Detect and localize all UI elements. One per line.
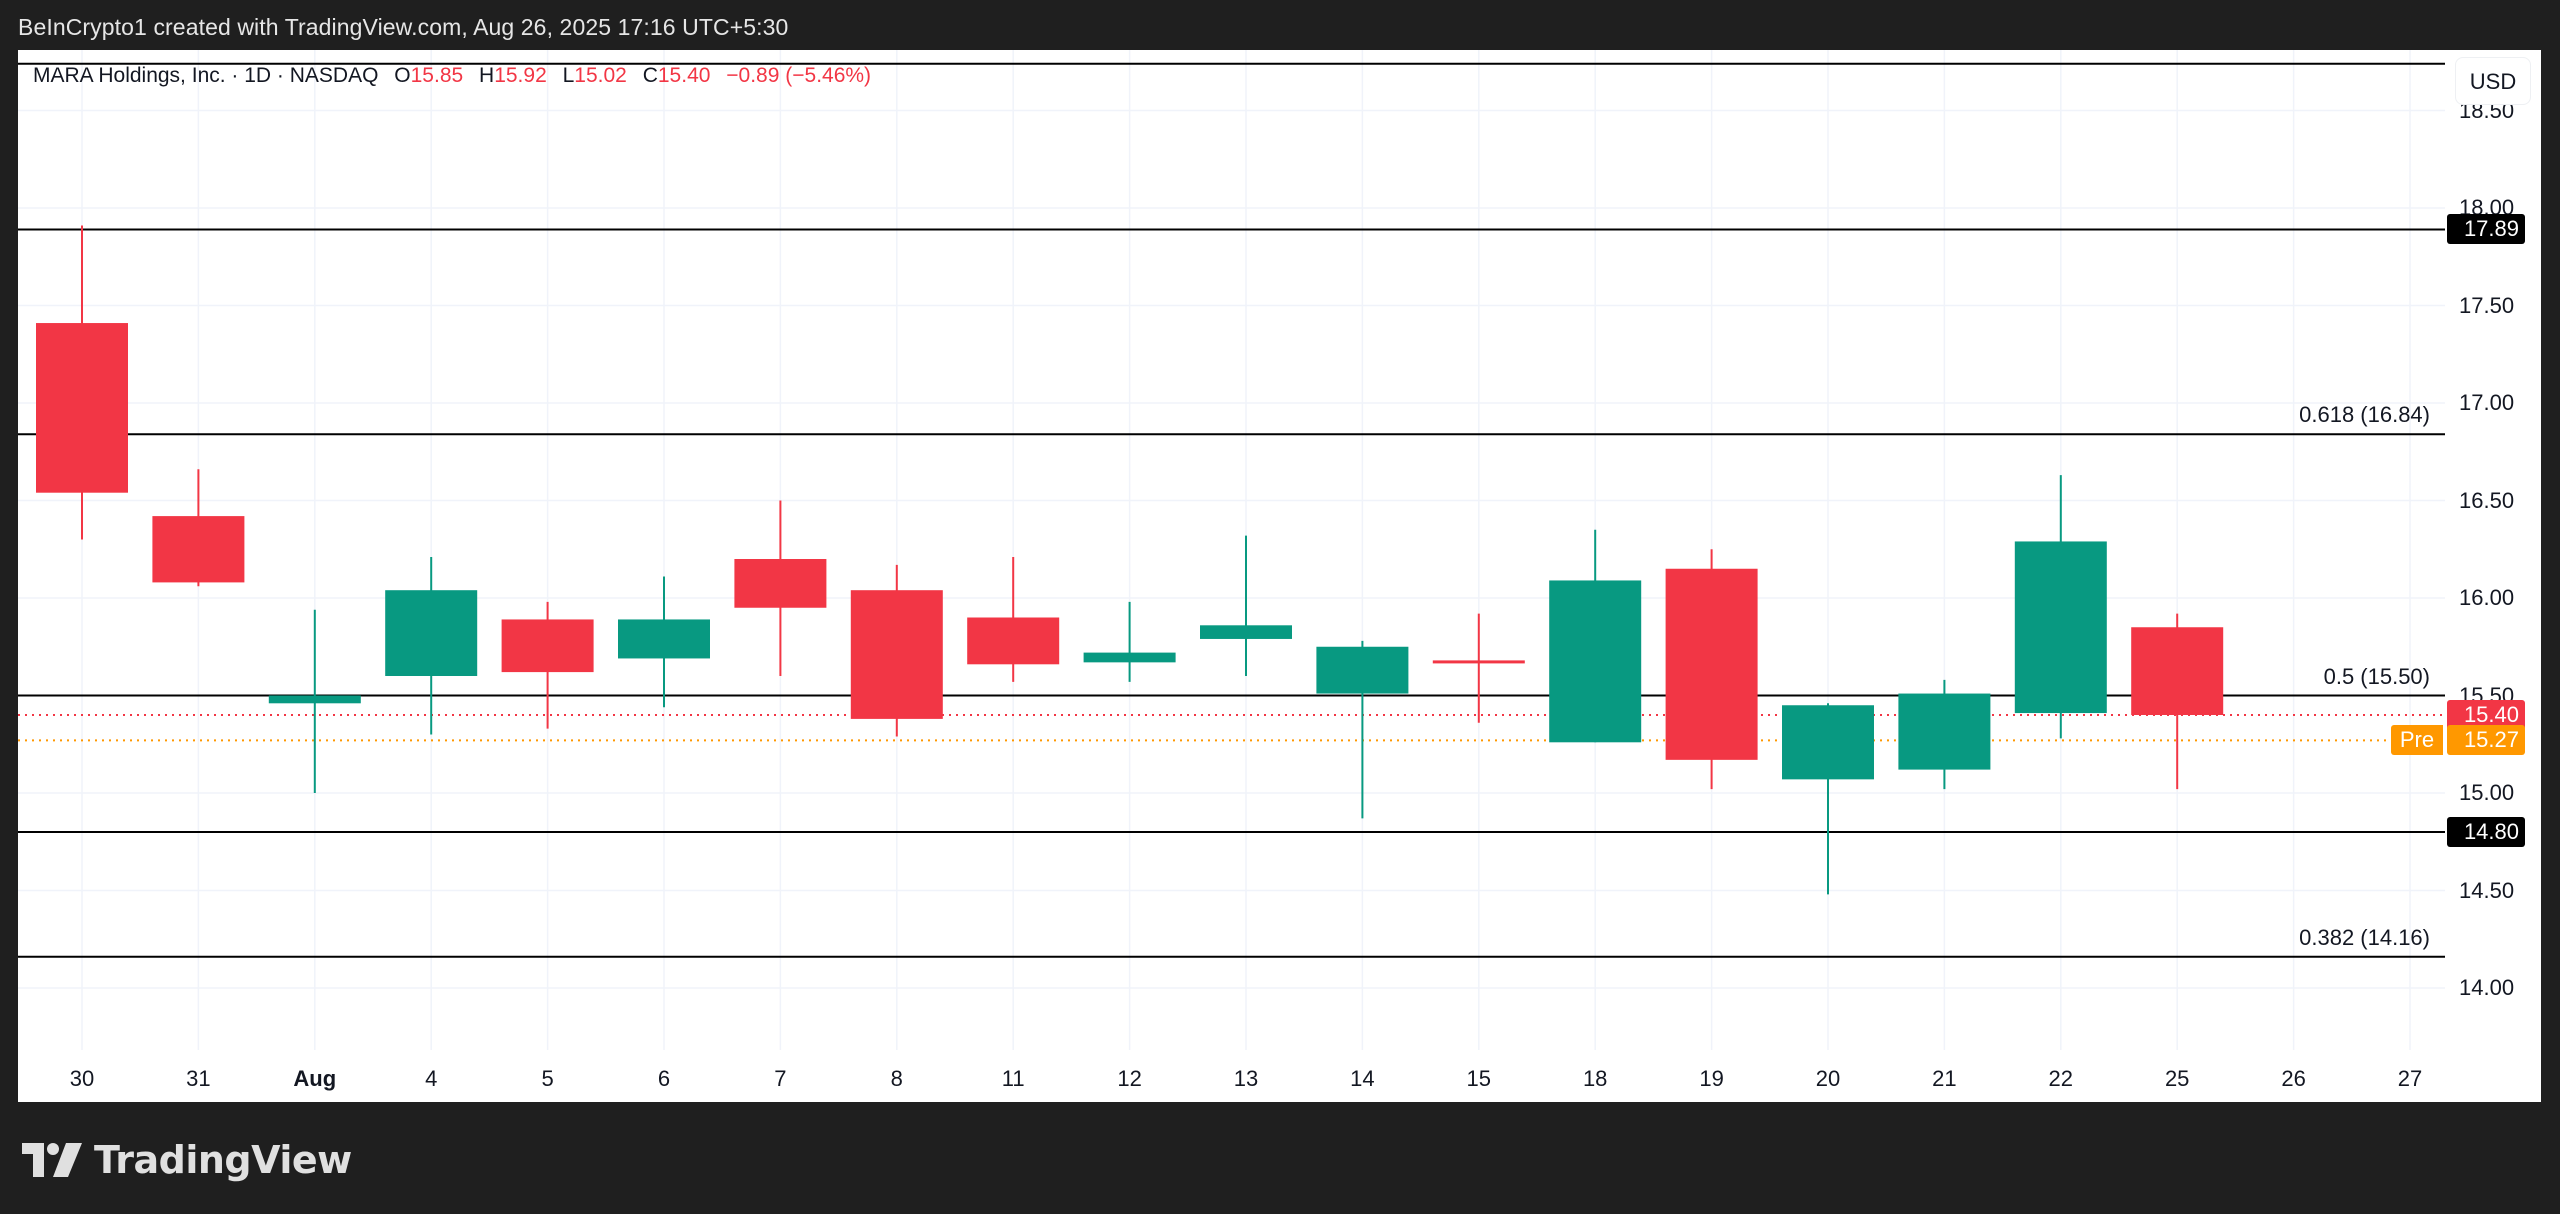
price-tick-label: 17.00: [2459, 390, 2515, 415]
candle-body: [2131, 627, 2224, 715]
time-tick-label: Aug: [293, 1066, 337, 1091]
currency-button[interactable]: USD: [2455, 57, 2531, 105]
candle-body: [1898, 693, 1991, 770]
time-tick-label: 5: [541, 1066, 554, 1091]
time-tick-label: 31: [186, 1066, 211, 1091]
time-tick-label: 7: [774, 1066, 787, 1091]
high-value: 15.92: [494, 64, 547, 87]
fib-level-label: 0.382 (14.16): [2299, 924, 2430, 950]
time-tick-label: 4: [425, 1066, 438, 1091]
candle-body: [1549, 580, 1642, 743]
candle-body: [1083, 652, 1176, 663]
open-label: O: [394, 64, 411, 87]
plot-area[interactable]: 0.618 (16.84) 0.5 (15.50) 0.382 (14.16): [18, 50, 2445, 1050]
candle-body: [967, 617, 1060, 665]
candle-body: [501, 619, 594, 673]
low-label: L: [562, 64, 575, 87]
candle-body: [1316, 646, 1409, 694]
premarket-label: Pre: [2391, 725, 2443, 756]
candle-body: [152, 516, 245, 583]
price-scale[interactable]: USD 18.50 18.00 17.50 17.00 16.50 16.00 15.50 1…: [2391, 50, 2541, 1102]
premarket-price-badge: 15.27: [2447, 725, 2525, 756]
time-tick-label: 21: [1932, 1066, 1957, 1091]
time-tick-label: 20: [1815, 1066, 1841, 1091]
fib-level-label: 0.618 (16.84): [2299, 402, 2430, 428]
price-tick-label: 16.00: [2459, 585, 2515, 610]
time-tick-label: 6: [657, 1066, 671, 1091]
low-value: 15.02: [574, 64, 627, 87]
time-tick-label: 25: [2164, 1066, 2190, 1091]
candle-body: [2014, 541, 2107, 714]
open-value: 15.85: [410, 64, 464, 87]
chart-caption: BeInCrypto1 created with TradingView.com…: [18, 14, 789, 40]
tradingview-logo[interactable]: TradingView: [22, 1138, 352, 1182]
tradingview-logo-text: TradingView: [94, 1138, 352, 1182]
chart-panel: 0.618 (16.84) 0.5 (15.50) 0.382 (14.16) MA…: [18, 50, 2541, 1102]
tradingview-logo-icon: [22, 1143, 82, 1177]
time-tick-label: 15: [1466, 1066, 1492, 1091]
time-tick-label: 27: [2397, 1066, 2423, 1091]
candle-body: [1200, 625, 1292, 639]
candle-body: [850, 590, 943, 719]
time-tick-label: 22: [2048, 1066, 2074, 1091]
candle-body: [1782, 705, 1874, 780]
level-price-badge: 14.80: [2447, 817, 2525, 847]
time-tick-label: 18: [1582, 1066, 1608, 1091]
candle-body: [734, 559, 827, 608]
time-tick-label: 8: [890, 1066, 903, 1091]
time-tick-label: 12: [1117, 1066, 1142, 1091]
close-label: C: [642, 64, 658, 87]
price-tick-label: 14.50: [2459, 877, 2515, 903]
high-label: H: [479, 64, 495, 87]
symbol-title: MARA Holdings, Inc. · 1D · NASDAQ: [33, 64, 379, 87]
fib-level-label: 0.5 (15.50): [2323, 663, 2430, 689]
candle-body: [385, 590, 478, 676]
time-tick-label: 26: [2281, 1066, 2306, 1091]
time-tick-label: 19: [1699, 1066, 1724, 1091]
time-tick-label: 11: [1001, 1066, 1025, 1091]
price-tick-label: 17.50: [2459, 292, 2515, 318]
time-tick-label: 14: [1350, 1066, 1375, 1091]
level-price-badge: 17.89: [2447, 214, 2525, 245]
price-tick-label: 14.00: [2459, 975, 2515, 1000]
candle-body: [1432, 660, 1525, 664]
time-scale[interactable]: 30 31 Aug 4 5 6 7 8 11 12 13 14 15 18 19 20 21 22 25 26 27: [18, 1050, 2445, 1102]
price-tick-label: 16.50: [2459, 487, 2515, 513]
time-tick-label: 30: [69, 1066, 95, 1091]
time-tick-label: 13: [1233, 1066, 1259, 1091]
change-value: −0.89 (−5.46%): [726, 64, 872, 87]
candle-body: [268, 695, 361, 704]
last-price-badge: 15.40: [2447, 700, 2525, 730]
close-value: 15.40: [657, 64, 711, 87]
price-tick-label: 15.00: [2459, 780, 2515, 805]
candlestick-chart: [18, 50, 2445, 1050]
candle-body: [36, 323, 128, 493]
candle-body: [618, 619, 710, 659]
symbol-legend: MARA Holdings, Inc. · 1D · NASDAQ O15.85…: [33, 64, 871, 88]
candle-body: [1665, 568, 1758, 760]
